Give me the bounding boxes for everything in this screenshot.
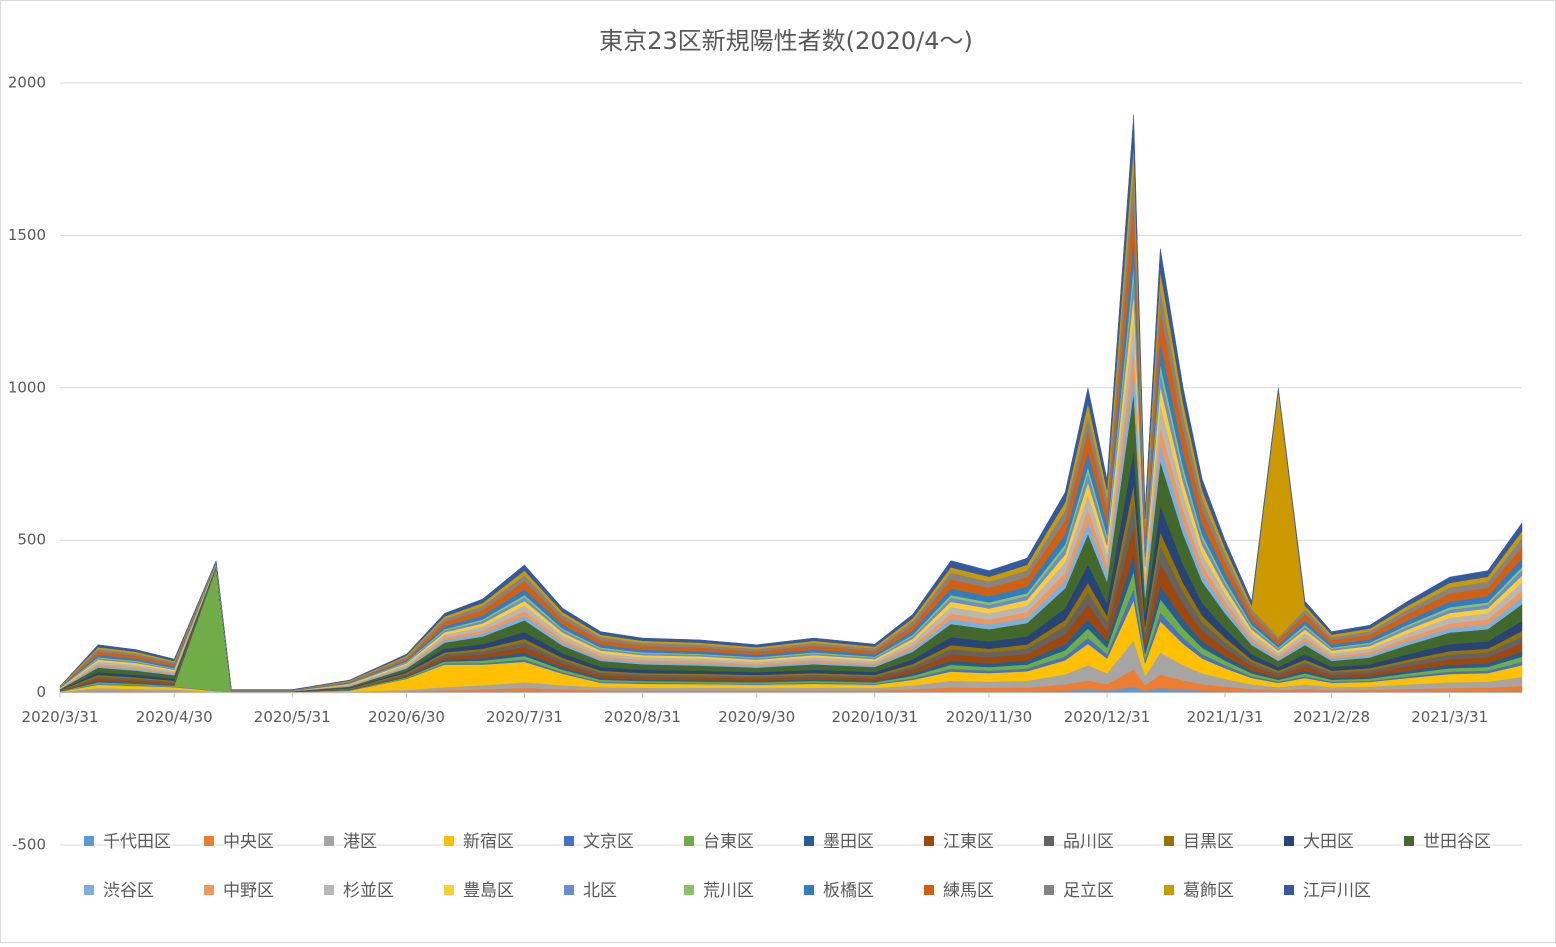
legend-swatch <box>684 836 694 846</box>
legend-label: 目黒区 <box>1183 832 1234 852</box>
x-tick-label: 2020/4/30 <box>136 708 213 726</box>
y-tick-label: 1500 <box>8 226 46 244</box>
legend-swatch <box>204 836 214 846</box>
legend-swatch <box>564 885 574 895</box>
x-tick-label: 2020/12/31 <box>1064 708 1150 726</box>
legend-swatch <box>84 885 94 895</box>
legend-label: 大田区 <box>1303 832 1354 852</box>
legend-swatch <box>84 836 94 846</box>
legend-label: 中野区 <box>223 881 274 901</box>
legend-label: 杉並区 <box>343 881 394 901</box>
x-tick-label: 2020/9/30 <box>718 708 795 726</box>
legend-label: 板橋区 <box>823 881 874 901</box>
legend-label: 品川区 <box>1063 832 1114 852</box>
legend-label: 荒川区 <box>703 881 754 901</box>
x-tick-label: 2020/6/30 <box>368 708 445 726</box>
legend-swatch <box>1284 836 1294 846</box>
legend-label: 千代田区 <box>103 832 171 852</box>
legend-swatch <box>324 885 334 895</box>
legend-label: 江戸川区 <box>1303 881 1371 901</box>
legend-swatch <box>1044 836 1054 846</box>
legend-swatch <box>804 885 814 895</box>
x-tick-label: 2021/3/31 <box>1411 708 1488 726</box>
x-tick-label: 2020/3/31 <box>22 708 99 726</box>
legend-swatch <box>1284 885 1294 895</box>
legend-label: 練馬区 <box>943 881 994 901</box>
legend-label: 豊島区 <box>463 881 514 901</box>
y-tick-label: -500 <box>12 836 46 854</box>
y-tick-label: 1000 <box>8 378 46 396</box>
y-tick-label: 500 <box>17 531 46 549</box>
legend-swatch <box>564 836 574 846</box>
legend-swatch <box>1404 836 1414 846</box>
legend-swatch <box>444 836 454 846</box>
legend-swatch <box>324 836 334 846</box>
area <box>59 114 1523 691</box>
x-tick-label: 2020/7/31 <box>486 708 563 726</box>
legend-swatch <box>1164 885 1174 895</box>
areas <box>59 114 1523 693</box>
legend-swatch <box>444 885 454 895</box>
legend-label: 台東区 <box>703 832 754 852</box>
legend-label: 足立区 <box>1063 881 1114 901</box>
chart-title: 東京23区新規陽性者数(2020/4～) <box>599 27 973 55</box>
legend-swatch <box>804 836 814 846</box>
y-tick-label: 2000 <box>8 74 46 92</box>
x-tick-label: 2020/11/30 <box>946 708 1032 726</box>
legend-label: 新宿区 <box>463 832 514 852</box>
legend-label: 北区 <box>583 881 617 901</box>
legend-label: 江東区 <box>943 832 994 852</box>
legend-swatch <box>1044 885 1054 895</box>
legend-label: 葛飾区 <box>1183 881 1234 901</box>
x-tick-label: 2020/5/31 <box>254 708 331 726</box>
legend-swatch <box>924 885 934 895</box>
legend-label: 世田谷区 <box>1423 832 1491 852</box>
legend-label: 文京区 <box>583 832 634 852</box>
x-tick-label: 2020/10/31 <box>832 708 918 726</box>
legend-label: 墨田区 <box>823 832 874 852</box>
legend-label: 渋谷区 <box>103 881 154 901</box>
legend-swatch <box>1164 836 1174 846</box>
x-tick-label: 2021/2/28 <box>1293 708 1370 726</box>
y-tick-label: 0 <box>36 683 46 701</box>
legend-swatch <box>204 885 214 895</box>
legend-swatch <box>684 885 694 895</box>
x-tick-label: 2021/1/31 <box>1187 708 1264 726</box>
legend-swatch <box>924 836 934 846</box>
legend-label: 中央区 <box>223 832 274 852</box>
legend-label: 港区 <box>343 832 377 852</box>
x-tick-label: 2020/8/31 <box>604 708 681 726</box>
